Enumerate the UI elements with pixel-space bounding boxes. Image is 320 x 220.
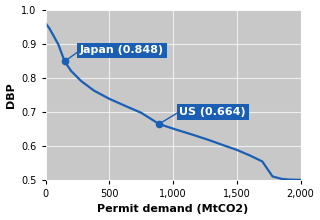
X-axis label: Permit demand (MtCO2): Permit demand (MtCO2) bbox=[97, 204, 249, 214]
Text: US (0.664): US (0.664) bbox=[180, 107, 246, 117]
Text: Japan (0.848): Japan (0.848) bbox=[80, 45, 164, 55]
Y-axis label: DBP: DBP bbox=[5, 82, 16, 108]
